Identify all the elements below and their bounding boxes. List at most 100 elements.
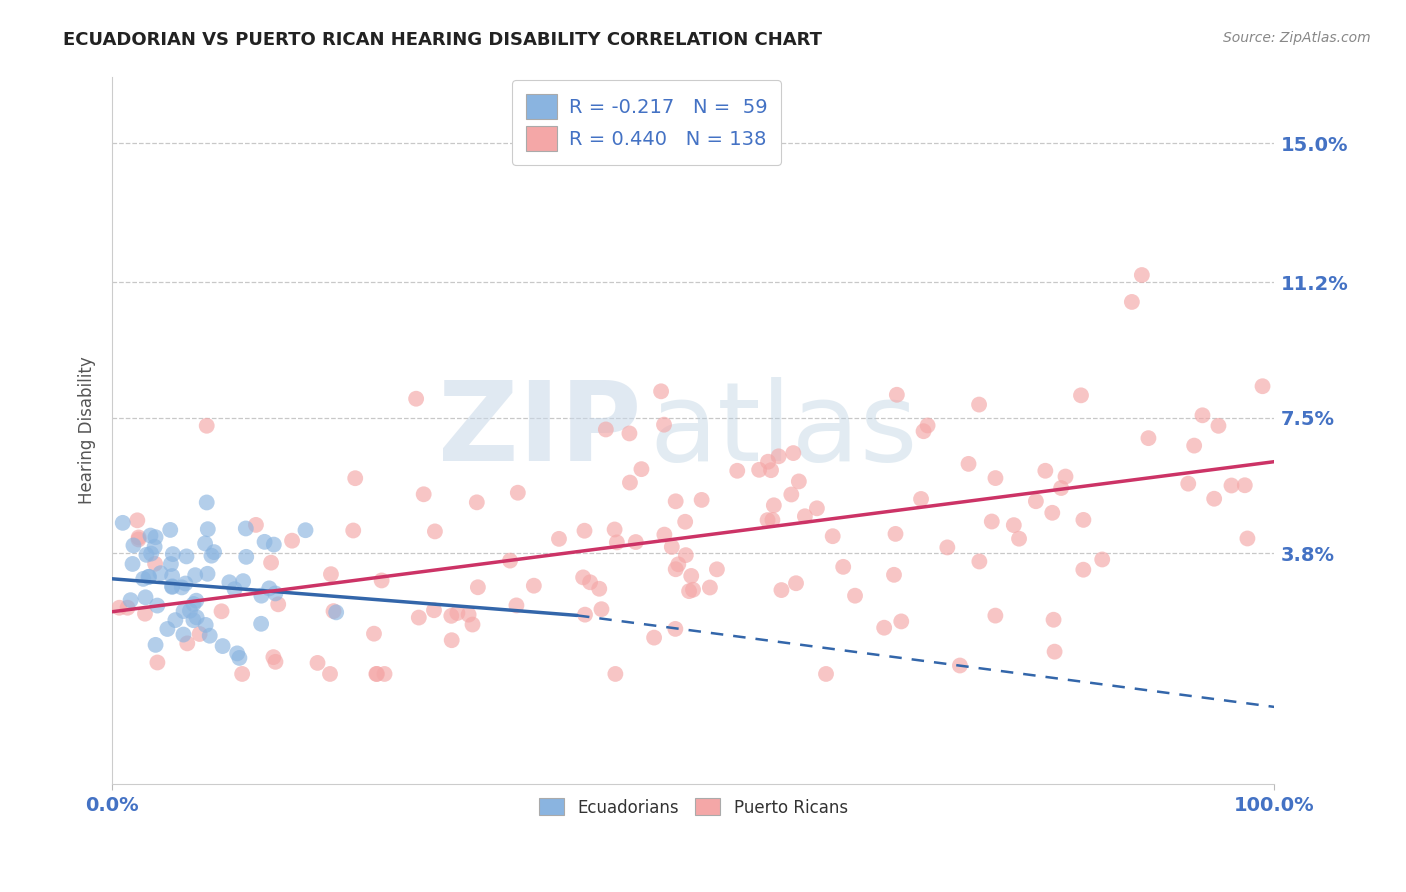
Point — [1091, 552, 1114, 566]
Point — [224, 582, 246, 596]
Point — [111, 516, 134, 530]
Point — [423, 524, 446, 539]
Point — [186, 593, 208, 607]
Point — [1137, 431, 1160, 445]
Point — [179, 604, 201, 618]
Point — [165, 613, 187, 627]
Point — [373, 667, 395, 681]
Point — [465, 495, 488, 509]
Point — [664, 622, 686, 636]
Point — [139, 528, 162, 542]
Point — [245, 517, 267, 532]
Point — [1073, 563, 1095, 577]
Point — [197, 522, 219, 536]
Point — [832, 559, 855, 574]
Point — [673, 515, 696, 529]
Point — [260, 556, 283, 570]
Point — [1042, 613, 1064, 627]
Point — [319, 667, 342, 681]
Point — [873, 621, 896, 635]
Point — [145, 638, 167, 652]
Point — [1208, 418, 1230, 433]
Point — [235, 549, 257, 564]
Point — [984, 608, 1007, 623]
Point — [1220, 478, 1243, 492]
Point — [793, 509, 815, 524]
Point — [197, 566, 219, 581]
Point — [264, 655, 287, 669]
Point — [117, 600, 139, 615]
Point — [980, 515, 1002, 529]
Point — [1233, 478, 1256, 492]
Point — [506, 485, 529, 500]
Point — [226, 646, 249, 660]
Point — [231, 667, 253, 681]
Point — [665, 494, 688, 508]
Point — [936, 541, 959, 555]
Point — [912, 424, 935, 438]
Point — [134, 607, 156, 621]
Point — [768, 450, 790, 464]
Point — [665, 562, 688, 576]
Point — [619, 475, 641, 490]
Point — [412, 487, 434, 501]
Point — [162, 547, 184, 561]
Point — [591, 602, 613, 616]
Point — [523, 579, 546, 593]
Point — [184, 568, 207, 582]
Point — [1070, 388, 1092, 402]
Point — [195, 418, 218, 433]
Point — [883, 567, 905, 582]
Point — [344, 471, 367, 485]
Point — [467, 580, 489, 594]
Point — [405, 392, 427, 406]
Point — [319, 567, 342, 582]
Point — [194, 536, 217, 550]
Point — [606, 535, 628, 549]
Point — [650, 384, 672, 399]
Point — [253, 534, 276, 549]
Point — [134, 591, 156, 605]
Point — [603, 523, 626, 537]
Point — [149, 566, 172, 581]
Y-axis label: Hearing Disability: Hearing Disability — [79, 357, 96, 505]
Point — [910, 491, 932, 506]
Point — [307, 656, 329, 670]
Point — [844, 589, 866, 603]
Point — [440, 633, 463, 648]
Point — [761, 513, 783, 527]
Point — [756, 455, 779, 469]
Point — [363, 626, 385, 640]
Point — [146, 599, 169, 613]
Point — [461, 617, 484, 632]
Point — [228, 651, 250, 665]
Point — [211, 639, 233, 653]
Point — [984, 471, 1007, 485]
Point — [1130, 268, 1153, 282]
Point — [884, 527, 907, 541]
Point — [1002, 518, 1025, 533]
Point — [678, 584, 700, 599]
Point — [666, 558, 689, 572]
Point — [146, 656, 169, 670]
Point — [370, 574, 392, 588]
Point — [821, 529, 844, 543]
Point — [172, 627, 194, 641]
Point — [139, 547, 162, 561]
Point — [162, 579, 184, 593]
Point — [159, 523, 181, 537]
Point — [748, 463, 770, 477]
Point — [264, 586, 287, 600]
Point — [690, 492, 713, 507]
Point — [183, 613, 205, 627]
Point — [188, 627, 211, 641]
Point — [1182, 439, 1205, 453]
Text: ECUADORIAN VS PUERTO RICAN HEARING DISABILITY CORRELATION CHART: ECUADORIAN VS PUERTO RICAN HEARING DISAB… — [63, 31, 823, 49]
Point — [408, 610, 430, 624]
Point — [1204, 491, 1226, 506]
Point — [120, 593, 142, 607]
Point — [1191, 409, 1213, 423]
Point — [1236, 532, 1258, 546]
Point — [574, 524, 596, 538]
Point — [176, 549, 198, 564]
